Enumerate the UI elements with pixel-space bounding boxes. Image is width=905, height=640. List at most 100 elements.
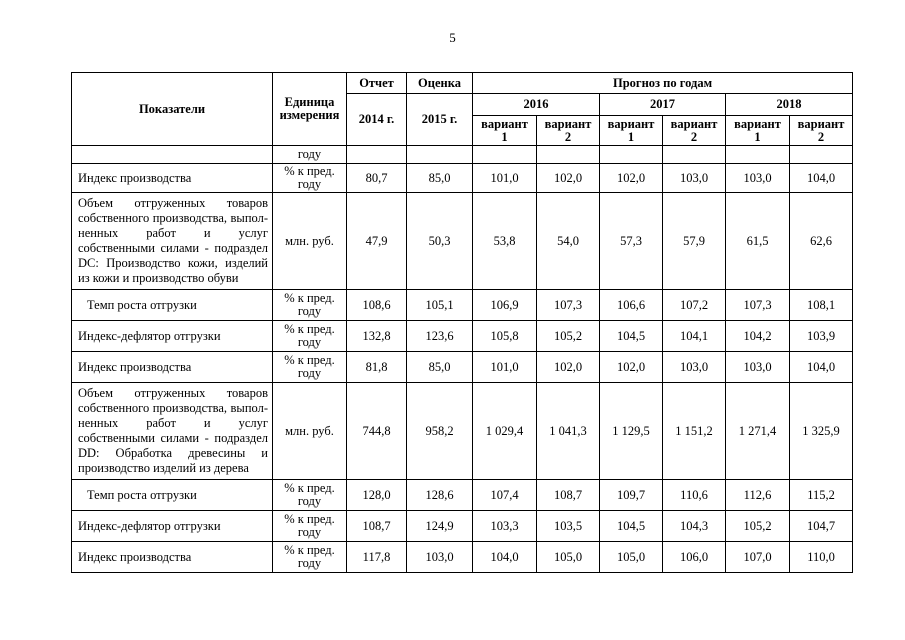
indicator-line: Объем отгруженных товаров xyxy=(78,196,268,210)
value-cell: 105,0 xyxy=(536,541,600,573)
value-cell: 101,0 xyxy=(472,163,537,193)
value-cell: 47,9 xyxy=(346,192,407,290)
value-cell: 50,3 xyxy=(406,192,473,290)
value-cell: 85,0 xyxy=(406,351,473,383)
table-row: Объем отгруженных товаров собственного пр… xyxy=(71,382,854,480)
value-cell: 80,7 xyxy=(346,163,407,193)
header-year-2017: 2017 xyxy=(599,93,726,116)
indicator-line: производство изделий из дерева xyxy=(78,461,249,475)
header-unit: Единица измерения xyxy=(272,72,347,146)
indicator-line: Объем отгруженных товаров xyxy=(78,386,268,400)
value-cell: 102,0 xyxy=(536,163,600,193)
table-row: Индекс производства % к пред. году 81,8 85,… xyxy=(71,351,854,383)
value-cell: 103,0 xyxy=(725,351,790,383)
value-cell: 1 151,2 xyxy=(662,382,726,480)
value-cell: 103,0 xyxy=(662,351,726,383)
value-cell: 104,1 xyxy=(662,320,726,352)
value-cell: 105,2 xyxy=(536,320,600,352)
value-cell xyxy=(346,145,407,164)
value-cell: 117,8 xyxy=(346,541,407,573)
value-cell: 105,1 xyxy=(406,289,473,321)
value-cell: 104,0 xyxy=(788,351,854,383)
unit-cell: % к пред. году xyxy=(272,541,347,573)
header-variant-1: вариант 1 xyxy=(725,115,790,146)
value-cell: 105,2 xyxy=(725,510,790,542)
value-cell: 124,9 xyxy=(406,510,473,542)
value-cell: 103,5 xyxy=(536,510,600,542)
page-number: 5 xyxy=(449,30,456,45)
header-variant-2: вариант 2 xyxy=(536,115,600,146)
header-year-2016: 2016 xyxy=(472,93,600,116)
header-estimate-year: 2015 г. xyxy=(406,93,473,146)
value-cell xyxy=(725,145,790,164)
indicator-cell xyxy=(71,145,273,164)
value-cell: 103,3 xyxy=(472,510,537,542)
value-cell: 103,0 xyxy=(662,163,726,193)
value-cell: 102,0 xyxy=(536,351,600,383)
indicator-cell: Темп роста отгрузки xyxy=(71,479,273,511)
header-variant-1: вариант 1 xyxy=(472,115,537,146)
header-forecast: Прогноз по годам xyxy=(471,72,854,94)
unit-cell: % к пред. году xyxy=(272,289,347,321)
value-cell: 57,3 xyxy=(599,192,663,290)
unit-cell: % к пред. году xyxy=(272,320,347,352)
indicator-line: Индекс производства xyxy=(78,359,192,374)
header-variant-1: вариант 1 xyxy=(599,115,663,146)
value-cell: 108,1 xyxy=(788,289,854,321)
value-cell: 104,7 xyxy=(788,510,854,542)
table-row: Индекс производства % к пред. году 80,7 85,… xyxy=(71,163,854,193)
value-cell: 108,7 xyxy=(536,479,600,511)
table-body: году Индекс производства% к пред. году 80,… xyxy=(71,145,854,573)
value-cell: 1 029,4 xyxy=(472,382,537,480)
unit-cell: % к пред. году xyxy=(272,351,347,383)
value-cell: 81,8 xyxy=(346,351,407,383)
unit-cell: % к пред. году xyxy=(272,510,347,542)
value-cell: 107,2 xyxy=(662,289,726,321)
indicator-line: собственного производства, выпол- xyxy=(78,401,268,415)
table-row: Индекс-дефлятор отгрузки % к пред. году 13… xyxy=(71,320,854,352)
table-row: Темп роста отгрузки % к пред. году 128,0 12… xyxy=(71,479,854,511)
value-cell: 107,4 xyxy=(472,479,537,511)
header-indicators: Показатели xyxy=(71,72,273,146)
value-cell: 105,8 xyxy=(472,320,537,352)
value-cell: 103,0 xyxy=(406,541,473,573)
value-cell: 103,0 xyxy=(725,163,790,193)
value-cell: 1 325,9 xyxy=(788,382,854,480)
value-cell xyxy=(788,145,854,164)
value-cell: 107,3 xyxy=(536,289,600,321)
value-cell: 1 041,3 xyxy=(536,382,600,480)
value-cell: 958,2 xyxy=(406,382,473,480)
value-cell xyxy=(536,145,600,164)
value-cell: 61,5 xyxy=(725,192,790,290)
indicator-line: Индекс-дефлятор отгрузки xyxy=(78,328,221,343)
table-row: Темп роста отгрузки% к пред. году 108,6 10… xyxy=(71,289,854,321)
indicator-cell: Индекс-дефлятор отгрузки xyxy=(71,510,273,542)
value-cell: 57,9 xyxy=(662,192,726,290)
unit-cell: млн. руб. xyxy=(272,192,347,290)
value-cell: 106,6 xyxy=(599,289,663,321)
value-cell: 104,3 xyxy=(662,510,726,542)
value-cell: 104,0 xyxy=(788,163,854,193)
table-row: Индекс производства% к пред. году 117,8 10… xyxy=(71,541,854,573)
value-cell: 128,0 xyxy=(346,479,407,511)
header-variant-2: вариант 2 xyxy=(788,115,854,146)
value-cell: 744,8 xyxy=(346,382,407,480)
table-row: году xyxy=(71,145,854,164)
value-cell: 54,0 xyxy=(536,192,600,290)
value-cell xyxy=(406,145,473,164)
indicator-line: DD: Обработка древесины и xyxy=(78,446,268,460)
header-estimate: Оценка xyxy=(406,72,473,94)
table-header: Показатели Единица измерения Отчет Оценк… xyxy=(71,72,854,146)
indicator-line: ненных работ и услуг xyxy=(78,226,268,240)
value-cell: 110,6 xyxy=(662,479,726,511)
indicator-line: Индекс-дефлятор отгрузки xyxy=(78,518,221,533)
value-cell: 102,0 xyxy=(599,163,663,193)
value-cell: 109,7 xyxy=(599,479,663,511)
header-report-year: 2014 г. xyxy=(346,93,407,146)
value-cell xyxy=(662,145,726,164)
forecast-table: Показатели Единица измерения Отчет Оценк… xyxy=(71,72,854,573)
value-cell: 103,9 xyxy=(788,320,854,352)
indicator-cell: Индекс-дефлятор отгрузки xyxy=(71,320,273,352)
value-cell xyxy=(599,145,663,164)
